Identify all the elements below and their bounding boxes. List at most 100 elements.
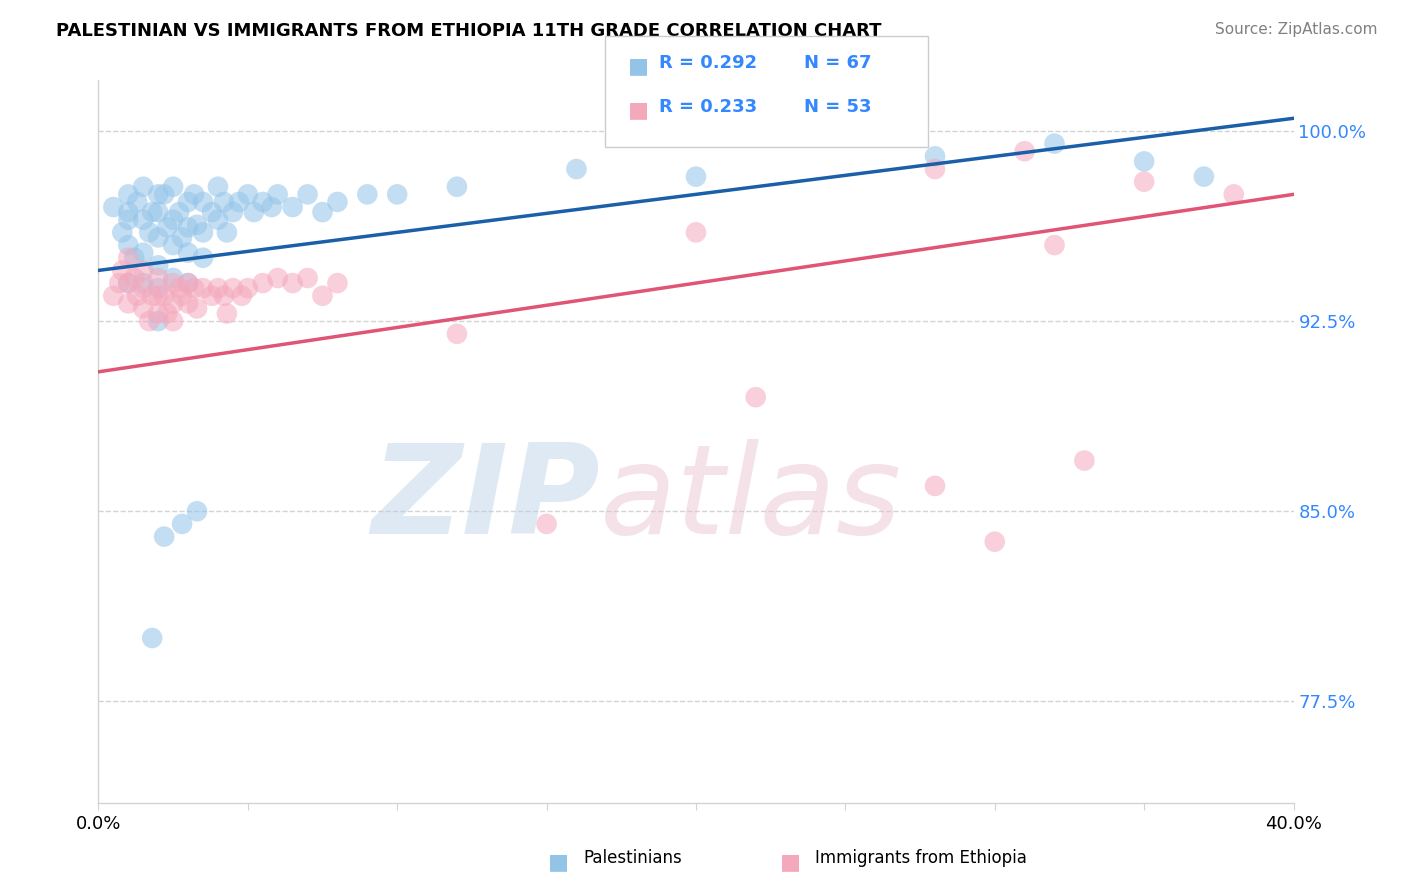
Point bbox=[148, 205, 170, 219]
Point bbox=[1133, 154, 1156, 169]
Point bbox=[148, 281, 170, 295]
Point bbox=[297, 187, 319, 202]
Point bbox=[191, 281, 214, 295]
Point bbox=[124, 251, 146, 265]
Text: Source: ZipAtlas.com: Source: ZipAtlas.com bbox=[1215, 22, 1378, 37]
Point bbox=[167, 205, 190, 219]
Point bbox=[162, 276, 184, 290]
Point bbox=[172, 230, 194, 244]
Point bbox=[162, 314, 184, 328]
Point bbox=[186, 218, 208, 232]
Text: Palestinians: Palestinians bbox=[583, 849, 682, 867]
Point bbox=[132, 276, 155, 290]
Point bbox=[311, 205, 333, 219]
Text: ZIP: ZIP bbox=[371, 439, 600, 560]
Point bbox=[117, 205, 139, 219]
Point bbox=[326, 194, 349, 209]
Point bbox=[385, 187, 409, 202]
Point bbox=[162, 212, 184, 227]
Point bbox=[172, 289, 194, 303]
Point bbox=[148, 314, 170, 328]
Point bbox=[103, 289, 125, 303]
Point bbox=[172, 516, 194, 531]
Text: N = 53: N = 53 bbox=[804, 98, 872, 116]
Point bbox=[141, 205, 163, 219]
Point bbox=[356, 187, 378, 202]
Point bbox=[191, 226, 214, 240]
Point bbox=[745, 390, 768, 404]
Text: PALESTINIAN VS IMMIGRANTS FROM ETHIOPIA 11TH GRADE CORRELATION CHART: PALESTINIAN VS IMMIGRANTS FROM ETHIOPIA … bbox=[56, 22, 882, 40]
Point bbox=[132, 212, 155, 227]
Point bbox=[162, 179, 184, 194]
Text: N = 67: N = 67 bbox=[804, 54, 872, 72]
Point bbox=[132, 301, 155, 316]
Point bbox=[177, 220, 200, 235]
Point bbox=[117, 238, 139, 252]
Point bbox=[148, 271, 170, 285]
Text: ■: ■ bbox=[780, 853, 801, 872]
Point bbox=[1192, 169, 1215, 184]
Point bbox=[236, 187, 259, 202]
Point bbox=[141, 289, 163, 303]
Point bbox=[201, 289, 224, 303]
Point bbox=[281, 276, 304, 290]
Point bbox=[117, 212, 139, 227]
Point bbox=[446, 179, 468, 194]
Point bbox=[156, 306, 179, 320]
Point bbox=[222, 281, 245, 295]
Point bbox=[207, 179, 229, 194]
Text: R = 0.233: R = 0.233 bbox=[659, 98, 758, 116]
Point bbox=[252, 194, 274, 209]
Point bbox=[267, 271, 290, 285]
Point bbox=[127, 289, 149, 303]
Point bbox=[111, 263, 134, 277]
Point bbox=[1043, 238, 1066, 252]
Point bbox=[536, 516, 558, 531]
Point bbox=[297, 271, 319, 285]
Point bbox=[177, 194, 200, 209]
Point bbox=[177, 296, 200, 310]
Point bbox=[222, 205, 245, 219]
Point bbox=[1073, 453, 1095, 467]
Point bbox=[565, 161, 588, 176]
Point bbox=[212, 194, 235, 209]
Point bbox=[132, 245, 155, 260]
Point bbox=[984, 534, 1007, 549]
Point bbox=[177, 276, 200, 290]
Text: ■: ■ bbox=[628, 56, 650, 76]
Point bbox=[191, 251, 214, 265]
Point bbox=[177, 245, 200, 260]
Point bbox=[924, 479, 946, 493]
Point bbox=[177, 276, 200, 290]
Point bbox=[132, 179, 155, 194]
Point bbox=[243, 205, 266, 219]
Point bbox=[1014, 145, 1036, 159]
Point bbox=[117, 296, 139, 310]
Point bbox=[117, 187, 139, 202]
Point bbox=[148, 306, 170, 320]
Point bbox=[148, 187, 170, 202]
Point bbox=[191, 194, 214, 209]
Point bbox=[138, 314, 160, 328]
Point bbox=[162, 271, 184, 285]
Point bbox=[127, 194, 149, 209]
Point bbox=[153, 289, 176, 303]
Point bbox=[156, 220, 179, 235]
Point bbox=[207, 281, 229, 295]
Point bbox=[260, 200, 283, 214]
Point bbox=[117, 276, 139, 290]
Text: atlas: atlas bbox=[600, 439, 903, 560]
Point bbox=[167, 281, 190, 295]
Text: ■: ■ bbox=[628, 100, 650, 120]
Point bbox=[186, 301, 208, 316]
Point bbox=[111, 226, 134, 240]
Point bbox=[326, 276, 349, 290]
Point bbox=[215, 226, 238, 240]
Point bbox=[132, 281, 155, 295]
Point bbox=[183, 281, 205, 295]
Point bbox=[117, 276, 139, 290]
Point bbox=[1133, 175, 1156, 189]
Point bbox=[924, 161, 946, 176]
Point bbox=[138, 226, 160, 240]
Point bbox=[231, 289, 253, 303]
